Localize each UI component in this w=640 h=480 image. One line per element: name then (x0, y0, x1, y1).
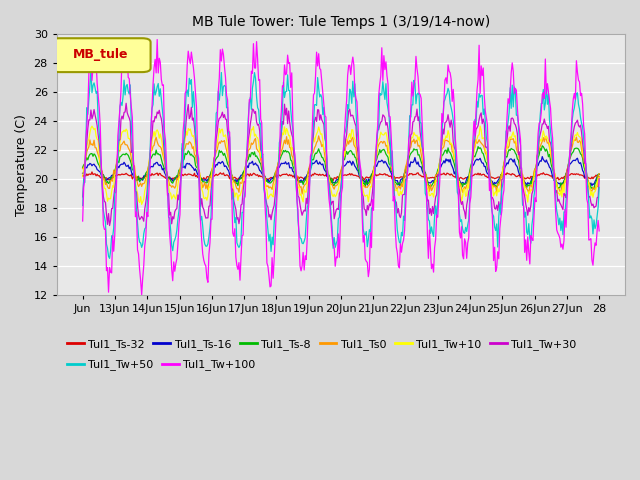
Tul1_Tw+50 (106, 255, 113, 261)
Tul1_Ts-16 (557, 183, 564, 189)
Line: Tul1_Tw+10: Tul1_Tw+10 (83, 126, 599, 204)
Tul1_Ts-8 (589, 186, 597, 192)
Tul1_Tw+30 (585, 194, 593, 200)
Tul1_Ts-32 (595, 174, 603, 180)
Tul1_Tw+30 (595, 176, 603, 181)
Tul1_Ts0 (315, 133, 323, 139)
Tul1_Tw+30 (326, 192, 334, 197)
Line: Tul1_Tw+50: Tul1_Tw+50 (83, 71, 599, 258)
Tul1_Ts-8 (538, 143, 546, 149)
Line: Tul1_Ts-8: Tul1_Ts-8 (83, 146, 599, 189)
Tul1_Ts-32 (585, 175, 593, 181)
Tul1_Tw+50 (360, 231, 368, 237)
Tul1_Tw+10 (476, 123, 484, 129)
Tul1_Tw+30 (388, 162, 396, 168)
Tul1_Ts0 (326, 178, 334, 184)
Tul1_Ts-16 (538, 154, 546, 159)
Tul1_Tw+10 (359, 188, 367, 193)
Tul1_Tw+100 (595, 228, 603, 234)
Text: MB_tule: MB_tule (73, 48, 129, 60)
Tul1_Ts-32 (88, 169, 96, 175)
Tul1_Ts-8 (358, 176, 366, 181)
Title: MB Tule Tower: Tule Temps 1 (3/19/14-now): MB Tule Tower: Tule Temps 1 (3/19/14-now… (192, 15, 490, 29)
Tul1_Ts-8 (387, 162, 394, 168)
Tul1_Tw+10 (595, 174, 603, 180)
Tul1_Tw+100 (388, 153, 396, 159)
Tul1_Tw+100 (504, 96, 512, 102)
Tul1_Tw+50 (504, 119, 512, 125)
Tul1_Tw+10 (79, 174, 86, 180)
Tul1_Tw+30 (106, 223, 113, 228)
Tul1_Tw+10 (504, 139, 512, 145)
Tul1_Tw+30 (79, 194, 86, 200)
Tul1_Ts-16 (324, 174, 332, 180)
Tul1_Ts-8 (584, 177, 591, 183)
Tul1_Ts-32 (504, 171, 512, 177)
Tul1_Ts0 (298, 191, 306, 197)
Legend: Tul1_Tw+50, Tul1_Tw+100: Tul1_Tw+50, Tul1_Tw+100 (62, 355, 260, 375)
Tul1_Ts-16 (502, 162, 510, 168)
Tul1_Tw+100 (360, 232, 368, 238)
Tul1_Tw+50 (388, 148, 396, 154)
Tul1_Ts0 (595, 171, 603, 177)
Tul1_Ts-32 (388, 176, 396, 182)
Tul1_Tw+10 (585, 179, 593, 185)
Tul1_Ts0 (330, 184, 337, 190)
Tul1_Ts-32 (328, 176, 336, 182)
Tul1_Tw+10 (387, 164, 395, 170)
Line: Tul1_Tw+100: Tul1_Tw+100 (83, 39, 599, 295)
Line: Tul1_Ts-16: Tul1_Ts-16 (83, 156, 599, 186)
Tul1_Ts-8 (324, 173, 332, 179)
Tul1_Tw+100 (326, 205, 334, 211)
Tul1_Tw+50 (595, 184, 603, 190)
Tul1_Tw+100 (79, 218, 86, 224)
Tul1_Tw+30 (360, 206, 368, 212)
Tul1_Tw+50 (330, 245, 337, 251)
Tul1_Ts-16 (79, 170, 86, 176)
Tul1_Tw+100 (138, 292, 145, 298)
Tul1_Tw+100 (330, 242, 337, 248)
Tul1_Ts0 (585, 184, 593, 190)
Tul1_Ts-32 (330, 178, 337, 183)
Tul1_Tw+30 (122, 100, 130, 106)
Tul1_Ts0 (504, 145, 512, 151)
Tul1_Tw+30 (330, 198, 337, 204)
Tul1_Ts-16 (387, 168, 394, 174)
Tul1_Tw+10 (325, 175, 333, 180)
FancyBboxPatch shape (51, 38, 150, 72)
Tul1_Ts-8 (327, 180, 335, 185)
Tul1_Ts-16 (327, 178, 335, 183)
Tul1_Tw+30 (504, 126, 512, 132)
Tul1_Ts0 (360, 183, 368, 189)
Tul1_Ts-32 (325, 175, 333, 181)
Tul1_Tw+100 (585, 237, 593, 243)
Tul1_Ts-8 (595, 171, 603, 177)
Tul1_Tw+100 (154, 36, 161, 42)
Tul1_Tw+10 (138, 202, 145, 207)
Tul1_Ts-32 (360, 177, 368, 183)
Tul1_Ts-32 (79, 173, 86, 179)
Line: Tul1_Tw+30: Tul1_Tw+30 (83, 103, 599, 226)
Line: Tul1_Ts-32: Tul1_Ts-32 (83, 172, 599, 180)
Tul1_Ts0 (388, 168, 396, 173)
Tul1_Ts-16 (358, 178, 366, 183)
Tul1_Tw+50 (87, 68, 95, 73)
Tul1_Ts-16 (595, 172, 603, 178)
Y-axis label: Temperature (C): Temperature (C) (15, 114, 28, 216)
Tul1_Ts0 (79, 166, 86, 171)
Tul1_Tw+10 (328, 192, 336, 198)
Tul1_Tw+50 (585, 200, 593, 205)
Tul1_Tw+50 (326, 196, 334, 202)
Tul1_Tw+50 (79, 203, 86, 208)
Tul1_Ts-8 (502, 154, 510, 159)
Tul1_Ts-16 (585, 180, 593, 186)
Line: Tul1_Ts0: Tul1_Ts0 (83, 136, 599, 194)
Tul1_Ts-8 (79, 165, 86, 170)
